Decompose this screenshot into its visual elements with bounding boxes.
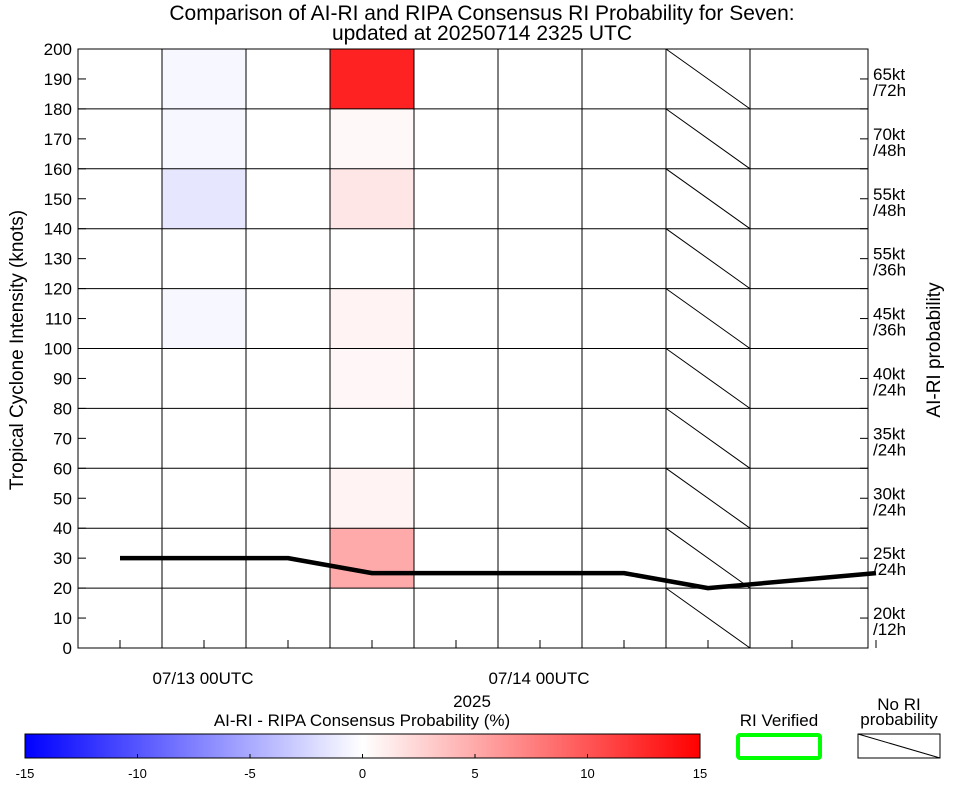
x-axis-ticks: 07/13 00UTC 07/14 00UTC (119, 640, 877, 688)
y-tick-label: 80 (53, 399, 72, 418)
colorbar-tick-label: -10 (128, 766, 147, 781)
no-ri-label-line1: No RI (877, 695, 920, 714)
row-label-threshold: 20kt (873, 604, 905, 623)
right-axis-label: AI-RI probability (924, 282, 945, 418)
heatmap-cell (162, 108, 246, 169)
heatmap-cell (162, 288, 246, 349)
row-label-period: /72h (873, 81, 906, 100)
row-label-threshold: 25kt (873, 544, 905, 563)
y-tick-label: 140 (44, 220, 72, 239)
row-label-threshold: 55kt (873, 245, 905, 264)
row-label-threshold: 65kt (873, 65, 905, 84)
chart-subtitle: updated at 20250714 2325 UTC (332, 22, 632, 45)
row-label-threshold: 70kt (873, 125, 905, 144)
heatmap-cell (330, 108, 414, 169)
row-label-threshold: 35kt (873, 424, 905, 443)
y-tick-label: 130 (44, 250, 72, 269)
row-label-period: /24h (873, 440, 906, 459)
heatmap-cell (330, 348, 414, 409)
y-tick-label: 200 (44, 40, 72, 59)
colorbar-tick-label: -5 (244, 766, 256, 781)
y-tick-label: 10 (53, 609, 72, 628)
ri-verified-label: RI Verified (740, 711, 818, 730)
colorbar-tick-label: 10 (580, 766, 594, 781)
colorbar-ticks: -15 -10 -5 0 5 10 15 (16, 754, 707, 781)
colorbar-tick-label: 15 (693, 766, 707, 781)
ri-verified-swatch (736, 733, 822, 760)
heatmap-cell (330, 528, 414, 589)
hatch-line (665, 48, 751, 110)
x-axis-label: 2025 (453, 692, 491, 711)
hatch-line (665, 228, 751, 290)
y-axis-ticks: 0 10 20 30 40 50 60 70 80 90 100 110 120 130 140 150 160… (44, 40, 868, 658)
y-tick-label: 110 (45, 310, 72, 329)
colorbar-tick-label: 0 (359, 766, 366, 781)
row-label-threshold: 55kt (873, 185, 905, 204)
hatch-line (665, 407, 751, 469)
row-label-period: /48h (873, 141, 906, 160)
intensity-series (120, 555, 877, 591)
hatch-line (665, 467, 751, 529)
y-tick-label: 50 (53, 489, 72, 508)
row-label-threshold: 45kt (873, 305, 905, 324)
y-tick-label: 90 (53, 369, 72, 388)
row-label-period: /36h (873, 261, 906, 280)
y-tick-label: 70 (53, 429, 72, 448)
row-label-period: /12h (873, 620, 906, 639)
row-label-period: /48h (873, 201, 906, 220)
y-tick-label: 150 (44, 190, 72, 209)
x-tick-label: 07/14 00UTC (488, 669, 589, 688)
hatch-line (665, 587, 751, 649)
no-probability-hatch (665, 48, 751, 649)
row-label-threshold: 40kt (873, 365, 905, 384)
heatmap-cells (162, 49, 414, 589)
heatmap-cell (330, 49, 414, 109)
y-tick-label: 30 (53, 549, 72, 568)
colorbar-tick-label: 5 (471, 766, 478, 781)
row-label-period: /24h (873, 560, 906, 579)
heatmap-cell (330, 288, 414, 349)
y-tick-label: 190 (44, 70, 72, 89)
y-tick-label: 120 (44, 280, 72, 299)
heatmap-cell (162, 49, 246, 109)
chart-title: Comparison of AI-RI and RIPA Consensus R… (169, 2, 794, 25)
y-tick-label: 170 (44, 130, 72, 149)
no-ri-swatch (857, 733, 941, 759)
y-tick-label: 100 (44, 340, 72, 359)
y-tick-label: 0 (63, 639, 72, 658)
hatch-line (665, 168, 751, 230)
no-ri-label-line2: probability (860, 710, 938, 729)
y-axis-label: Tropical Cyclone Intensity (knots) (7, 210, 28, 490)
hatch-line (665, 527, 751, 589)
y-tick-label: 60 (53, 459, 72, 478)
hatch-line (665, 108, 751, 170)
heatmap-cell (162, 168, 246, 229)
row-label-period: /24h (873, 381, 906, 400)
hatch-line (665, 288, 751, 349)
grid-lines (77, 48, 869, 649)
heatmap-cell (330, 168, 414, 229)
row-labels: 65kt/72h70kt/48h55kt/48h55kt/36h45kt/36h… (873, 65, 906, 639)
colorbar-label: AI-RI - RIPA Consensus Probability (%) (214, 711, 510, 730)
row-label-threshold: 30kt (873, 484, 905, 503)
row-label-period: /24h (873, 500, 906, 519)
y-tick-label: 160 (44, 160, 72, 179)
y-tick-label: 40 (53, 519, 72, 538)
y-tick-label: 180 (44, 100, 72, 119)
intensity-line (120, 555, 877, 591)
y-tick-label: 20 (53, 579, 72, 598)
heatmap-cell (330, 468, 414, 529)
hatch-line (665, 348, 751, 409)
x-tick-label: 07/13 00UTC (152, 669, 253, 688)
row-label-period: /36h (873, 321, 906, 340)
colorbar-tick-label: -15 (16, 766, 35, 781)
